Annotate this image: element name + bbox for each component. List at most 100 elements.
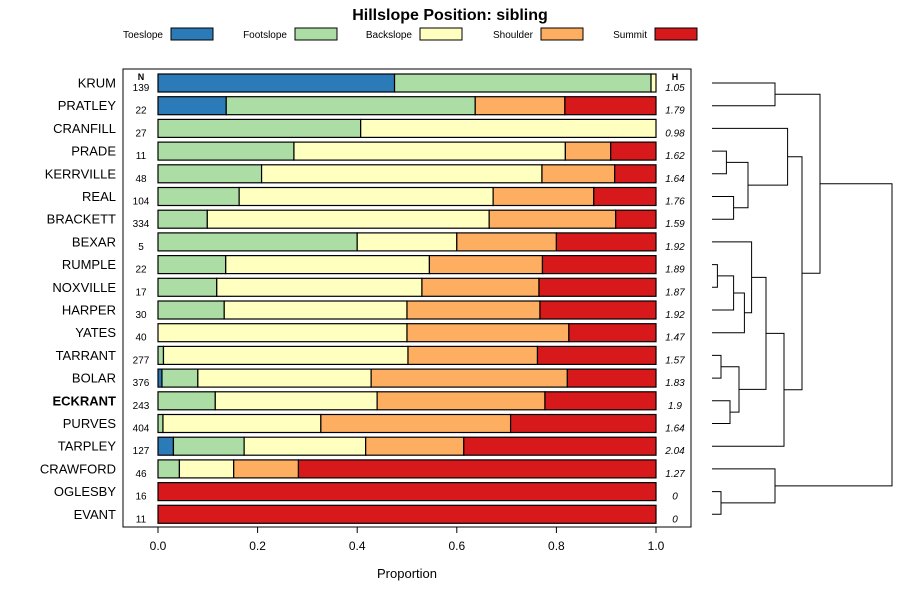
bar-prade-footslope [157, 141, 295, 161]
bar-pratley-toeslope [157, 96, 227, 116]
row-label-rumple: RUMPLE [62, 257, 117, 272]
n-value-crawford: 46 [135, 469, 147, 480]
legend-swatch-summit [654, 27, 698, 41]
h-value-cranfill: 0.98 [665, 128, 685, 139]
h-value-oglesby: 0 [672, 492, 678, 503]
h-value-rumple: 1.89 [665, 265, 685, 276]
bar-eckrant-footslope [157, 391, 216, 411]
row-label-bexar: BEXAR [72, 234, 116, 249]
bar-eckrant-backslope [214, 391, 378, 411]
dendrogram-merge-1 [712, 150, 727, 175]
bar-crawford-backslope [178, 459, 235, 479]
bar-brackett-footslope [157, 209, 208, 229]
dendrogram-merge-2 [712, 196, 735, 220]
row-label-cranfill: CRANFILL [53, 121, 116, 136]
bar-noxville-shoulder [421, 277, 540, 297]
legend-label-footslope: Footslope [243, 30, 287, 41]
x-tick-label-3: 0.6 [448, 539, 465, 553]
h-column-header: H [672, 72, 679, 82]
bar-pratley-shoulder [474, 96, 566, 116]
bar-oglesby-summit [157, 482, 657, 502]
h-value-tarrant: 1.57 [665, 355, 685, 366]
dendrogram-merge-6 [712, 491, 722, 515]
bar-noxville-summit [538, 277, 657, 297]
bar-yates-summit [568, 323, 657, 343]
chart-title: Hillslope Position: sibling [352, 7, 548, 24]
bar-krum-footslope [393, 73, 652, 93]
bar-purves-shoulder [320, 413, 512, 434]
dendrogram-merge-10 [712, 292, 745, 334]
row-label-yates: YATES [75, 325, 116, 340]
dendrogram-merge-9 [712, 275, 735, 311]
dendrogram [712, 82, 893, 515]
n-value-noxville: 17 [135, 287, 147, 298]
n-value-cranfill: 27 [135, 128, 147, 139]
n-column-header: N [138, 72, 145, 82]
row-label-tarpley: TARPLEY [58, 439, 117, 454]
x-tick-label-5: 1.0 [648, 539, 665, 553]
n-value-real: 104 [133, 197, 150, 208]
n-value-bexar: 5 [138, 242, 144, 253]
bar-kerrville-summit [614, 164, 657, 184]
dendrogram-merge-13 [739, 276, 767, 390]
h-value-pratley: 1.79 [665, 106, 685, 117]
legend-label-backslope: Backslope [366, 30, 413, 41]
bar-yates-shoulder [406, 323, 570, 343]
bar-rumple-footslope [157, 255, 227, 275]
x-axis-label: Proportion [377, 566, 437, 581]
bar-bolar-shoulder [370, 368, 568, 388]
n-value-harper: 30 [135, 310, 147, 321]
n-value-krum: 139 [133, 83, 150, 94]
n-value-tarpley: 127 [133, 446, 150, 457]
x-tick-label-1: 0.2 [249, 539, 266, 553]
row-label-evant: EVANT [74, 507, 116, 522]
bar-purves-footslope [157, 413, 164, 434]
h-value-krum: 1.05 [665, 83, 685, 94]
h-value-crawford: 1.27 [665, 469, 685, 480]
legend-swatch-toeslope [170, 27, 214, 41]
bar-real-backslope [238, 186, 494, 207]
n-value-pratley: 22 [135, 106, 147, 117]
bar-purves-backslope [162, 413, 322, 434]
bar-pratley-summit [564, 96, 657, 116]
bar-eckrant-shoulder [376, 391, 546, 411]
bar-noxville-backslope [216, 277, 423, 297]
bar-tarpley-shoulder [365, 436, 465, 456]
x-tick-label-0: 0.0 [150, 539, 167, 553]
h-value-harper: 1.92 [665, 310, 685, 321]
x-tick-label-4: 0.8 [548, 539, 565, 553]
bar-rumple-shoulder [428, 255, 544, 275]
bar-cranfill-backslope [360, 118, 657, 139]
dendrogram-merge-11 [712, 241, 753, 314]
dendrogram-merge-16 [775, 93, 821, 274]
bar-kerrville-footslope [157, 164, 263, 184]
x-axis: 0.0 0.2 0.4 0.6 0.8 1.0 [150, 527, 665, 553]
bar-bexar-summit [555, 232, 657, 252]
n-value-oglesby: 16 [135, 492, 147, 503]
h-value-kerrville: 1.64 [665, 174, 685, 185]
h-value-purves: 1.64 [665, 424, 685, 435]
bar-bolar-footslope [161, 368, 199, 388]
n-value-tarrant: 277 [133, 355, 150, 366]
bar-harper-footslope [157, 300, 225, 320]
bar-tarpley-toeslope [157, 436, 175, 456]
n-value-evant: 11 [136, 514, 147, 525]
bar-bexar-footslope [157, 232, 358, 252]
h-value-bolar: 1.83 [665, 378, 685, 389]
bar-prade-summit [610, 141, 657, 161]
dendrogram-merge-8 [712, 127, 789, 186]
dendrogram-merge-0 [712, 82, 776, 107]
dendrogram-merge-18 [775, 183, 893, 487]
n-value-purves: 404 [133, 424, 150, 435]
bar-pratley-footslope [225, 96, 476, 116]
bar-noxville-footslope [157, 277, 218, 297]
bar-tarpley-summit [463, 436, 657, 456]
row-label-bolar: BOLAR [72, 371, 116, 386]
bar-crawford-summit [297, 459, 657, 479]
row-label-prade: PRADE [71, 144, 116, 159]
legend-label-summit: Summit [613, 30, 647, 41]
dendrogram-merge-5 [712, 400, 731, 424]
n-value-brackett: 334 [133, 219, 150, 230]
dendrogram-merge-7 [726, 161, 749, 209]
